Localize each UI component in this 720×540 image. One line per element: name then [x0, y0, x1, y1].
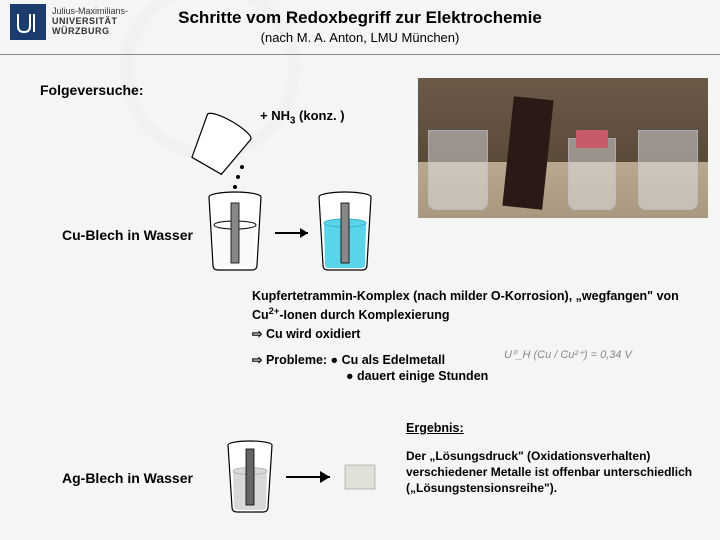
desc1-b: -Ionen durch Komplexierung	[279, 308, 449, 322]
formula-potential: U⁰_H (Cu / Cu²⁺) = 0,34 V	[504, 348, 632, 361]
university-logo: Julius-Maximilians- UNIVERSITÄT WÜRZBURG	[10, 4, 128, 40]
diagram-cu-experiment	[180, 105, 400, 275]
photo-beaker-1	[428, 130, 488, 210]
header-rule	[0, 54, 720, 55]
photo-beaker-3	[638, 130, 698, 210]
label-cu-blech: Cu-Blech in Wasser	[62, 227, 193, 243]
text-complex-desc: Kupfertetrammin-Komplex (nach milder O-K…	[252, 288, 682, 324]
photo-cap	[576, 130, 608, 148]
section-folgeversuche: Folgeversuche:	[40, 82, 143, 98]
logo-badge	[10, 4, 46, 40]
photo-cu-strip	[502, 96, 553, 210]
label-ag-blech: Ag-Blech in Wasser	[62, 470, 193, 486]
text-ergebnis-body: Der „Lösungsdruck" (Oxidationsverhalten)…	[406, 448, 706, 497]
text-probleme-2: ● dauert einige Stunden	[346, 368, 488, 385]
heading-ergebnis: Ergebnis:	[406, 420, 464, 437]
desc1-sup: 2+	[269, 306, 280, 316]
text-probleme: ⇨ Probleme: ● Cu als Edelmetall	[252, 352, 445, 369]
logo-line3: WÜRZBURG	[52, 27, 128, 37]
photo-beaker-2	[568, 138, 616, 210]
experiment-photo	[418, 78, 708, 218]
diagram-ag-experiment	[220, 435, 390, 520]
logo-text: Julius-Maximilians- UNIVERSITÄT WÜRZBURG	[52, 7, 128, 37]
text-oxidiert: ⇨ Cu wird oxidiert	[252, 326, 360, 343]
